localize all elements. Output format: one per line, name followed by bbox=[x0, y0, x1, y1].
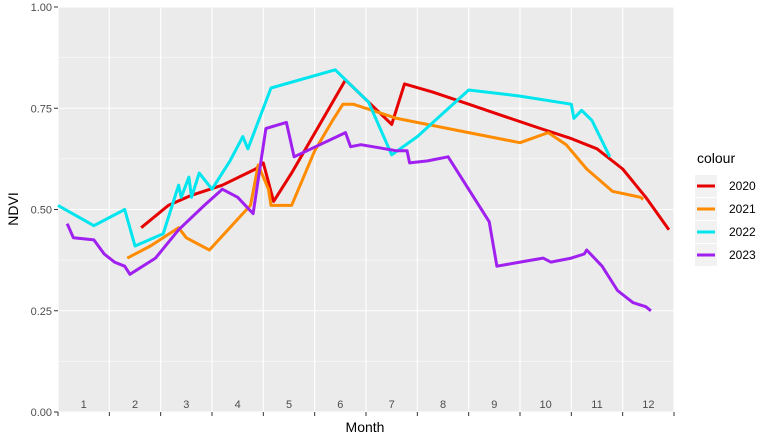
y-tick-label: 0.00 bbox=[31, 407, 52, 419]
x-tick-label: 8 bbox=[440, 399, 446, 411]
y-tick-label: 0.50 bbox=[31, 205, 52, 217]
x-tick-label: 5 bbox=[286, 399, 292, 411]
legend-title: colour bbox=[697, 150, 735, 166]
y-tick-label: 0.75 bbox=[31, 103, 52, 115]
x-tick-label: 12 bbox=[642, 399, 654, 411]
x-tick-label: 1 bbox=[81, 399, 87, 411]
x-tick-label: 6 bbox=[337, 399, 343, 411]
y-tick-label: 1.00 bbox=[31, 2, 52, 14]
x-tick-label: 2 bbox=[132, 399, 138, 411]
x-tick-label: 3 bbox=[183, 399, 189, 411]
legend-label: 2020 bbox=[729, 179, 756, 193]
x-tick-label: 9 bbox=[491, 399, 497, 411]
x-tick-label: 10 bbox=[540, 399, 552, 411]
y-tick-label: 0.25 bbox=[31, 306, 52, 318]
legend-label: 2022 bbox=[729, 225, 756, 239]
x-tick-label: 7 bbox=[389, 399, 395, 411]
series-lines bbox=[57, 68, 671, 312]
legend-label: 2023 bbox=[729, 248, 756, 262]
legend-label: 2021 bbox=[729, 202, 756, 216]
series-line-2020 bbox=[140, 78, 671, 231]
x-tick-label: 11 bbox=[591, 399, 602, 411]
y-axis-title: NDVI bbox=[5, 192, 21, 225]
x-tick-label: 4 bbox=[235, 399, 241, 411]
legend: colour 2020 2021 2022 2023 bbox=[695, 150, 756, 266]
series-line-2022 bbox=[57, 68, 612, 248]
legend-items: 2020 2021 2022 2023 bbox=[695, 175, 756, 266]
series-line-2023 bbox=[65, 120, 652, 312]
series-line-2021 bbox=[126, 102, 645, 260]
x-axis-title: Month bbox=[346, 419, 385, 435]
axis-ticks: 0.000.250.500.751.001 2 3 4 5 6 7 8 9 10 11 12 bbox=[31, 2, 675, 419]
